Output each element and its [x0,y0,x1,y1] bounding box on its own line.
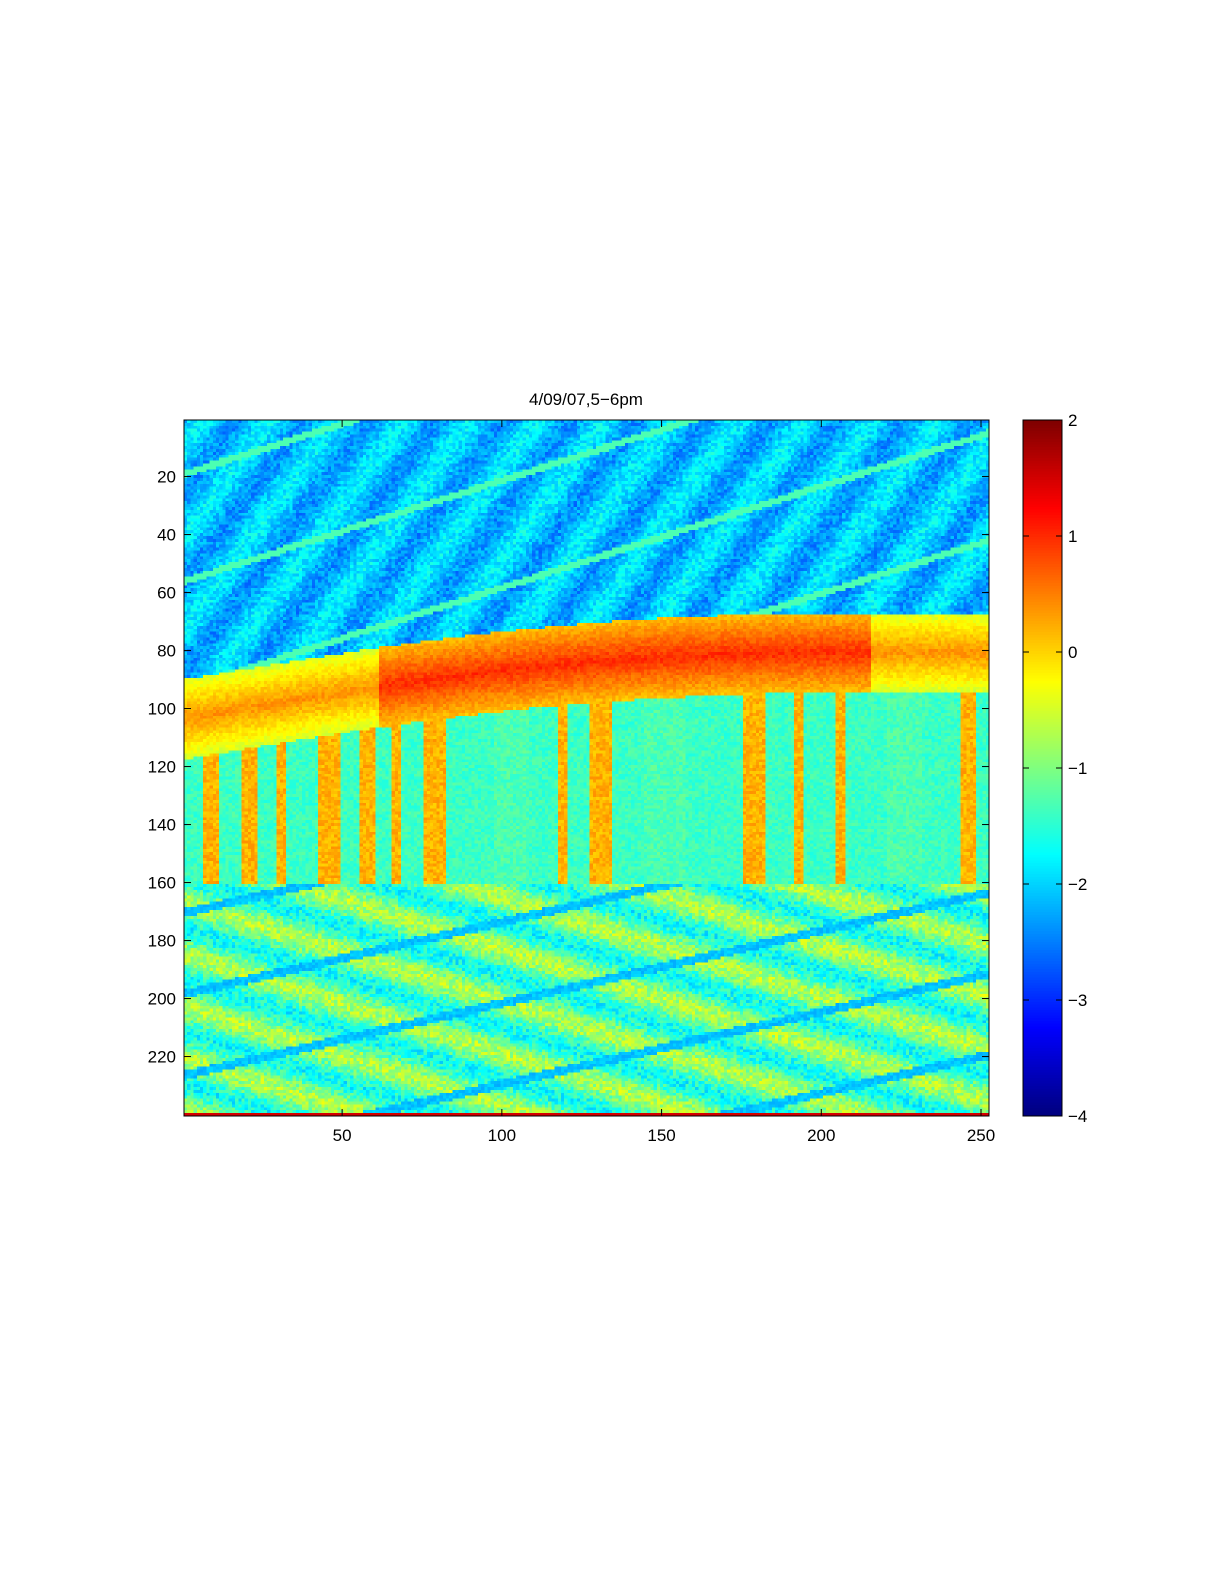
y-tick-label: 120 [148,758,176,777]
colorbar-tick-label: 2 [1068,411,1077,430]
colorbar-tick-label: 1 [1068,527,1077,546]
colorbar-tick-label: −1 [1068,759,1087,778]
y-tick-label: 140 [148,816,176,835]
colorbar-gradient [1023,420,1062,1116]
colorbar-tick-label: −4 [1068,1107,1087,1126]
y-tick-label: 100 [148,700,176,719]
x-tick-label: 50 [333,1126,352,1145]
x-axis: 50 100 150 200 250 [333,420,995,1145]
x-tick-label: 100 [488,1126,516,1145]
colorbar-axis: 2 1 0 −1 −2 −3 −4 [1023,411,1087,1126]
x-tick-label: 200 [807,1126,835,1145]
heatmap-image [184,420,989,1116]
y-axis: 20 40 60 80 100 120 140 160 180 200 220 [148,468,989,1067]
y-tick-label: 80 [157,642,176,661]
y-tick-label: 20 [157,468,176,487]
y-tick-label: 200 [148,990,176,1009]
y-tick-label: 220 [148,1048,176,1067]
colorbar-tick-label: −3 [1068,991,1087,1010]
y-tick-label: 180 [148,932,176,951]
colorbar-tick-label: 0 [1068,643,1077,662]
y-tick-label: 160 [148,874,176,893]
chart-title: 4/09/07,5−6pm [529,390,643,409]
y-tick-label: 60 [157,584,176,603]
colorbar-tick-label: −2 [1068,875,1087,894]
x-tick-label: 250 [967,1126,995,1145]
plot-frame [183,419,990,1117]
y-tick-label: 40 [157,526,176,545]
x-tick-label: 150 [647,1126,675,1145]
